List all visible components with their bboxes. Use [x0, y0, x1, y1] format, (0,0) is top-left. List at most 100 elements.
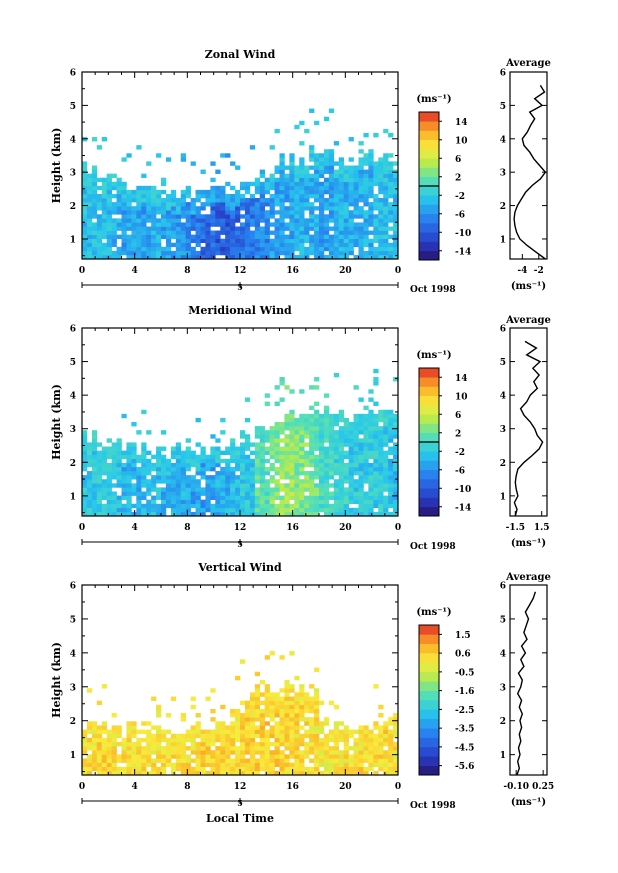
heatmap-cell	[373, 737, 379, 743]
heatmap-cell	[195, 770, 201, 776]
heatmap-cell	[279, 737, 285, 743]
heatmap-cell	[156, 222, 162, 227]
heatmap-cell	[294, 675, 300, 681]
heatmap-cell	[264, 234, 270, 239]
heatmap-cell	[343, 438, 349, 443]
heatmap-cell	[141, 214, 147, 219]
heatmap-cell	[319, 762, 325, 768]
heatmap-cell	[86, 218, 93, 223]
heatmap-cell	[393, 499, 399, 505]
heatmap-cell	[279, 762, 285, 768]
heatmap-cell	[333, 372, 340, 378]
heatmap-cell	[319, 218, 325, 223]
heatmap-cell	[131, 226, 137, 231]
heatmap-cell	[269, 700, 275, 706]
heatmap-cell	[393, 713, 399, 718]
heatmap-cell	[86, 254, 93, 260]
heatmap-cell	[230, 750, 236, 755]
heatmap-cell	[141, 206, 147, 211]
heatmap-cell	[254, 708, 261, 714]
heatmap-cell	[106, 246, 112, 252]
heatmap-cell	[141, 173, 147, 178]
heatmap-cell	[141, 503, 147, 509]
heatmap-cell	[319, 181, 325, 187]
heatmap-cell	[284, 741, 290, 747]
heatmap-cell	[126, 499, 132, 505]
heatmap-cell	[259, 766, 265, 772]
heatmap-cell	[230, 713, 236, 718]
heatmap-cell	[328, 165, 335, 170]
heatmap-cell	[161, 446, 167, 451]
heatmap-cell	[299, 696, 305, 701]
colorbar-segment	[419, 488, 439, 498]
heatmap-cell	[319, 741, 325, 747]
heatmap-cell	[343, 495, 349, 500]
heatmap-cell	[131, 238, 137, 244]
heatmap-cell	[314, 700, 320, 706]
heatmap-cell	[215, 206, 221, 211]
heatmap-cell	[333, 491, 340, 496]
heatmap-cell	[175, 475, 182, 480]
heatmap-cell	[205, 226, 211, 231]
heatmap-cell	[141, 479, 147, 484]
heatmap-cell	[319, 483, 325, 488]
heatmap-cell	[264, 733, 270, 739]
heatmap-cell	[195, 713, 201, 718]
heatmap-cell	[254, 238, 261, 244]
heatmap-cell	[82, 770, 88, 776]
heatmap-cell	[205, 238, 211, 244]
heatmap-cell	[314, 746, 320, 751]
heatmap-cell	[205, 466, 211, 472]
heatmap-cell	[363, 434, 369, 439]
heatmap-cell	[156, 708, 162, 714]
heatmap-cell	[96, 746, 103, 751]
heatmap-cell	[91, 254, 98, 260]
heatmap-cell	[363, 503, 369, 509]
heatmap-cell	[230, 721, 236, 726]
heatmap-cell	[338, 475, 344, 480]
heatmap-cell	[323, 758, 330, 763]
heatmap-cell	[333, 185, 340, 191]
heatmap-cell	[240, 222, 246, 227]
heatmap-cell	[348, 462, 354, 468]
heatmap-cell	[314, 688, 320, 693]
heatmap-cell	[215, 202, 221, 207]
heatmap-cell	[82, 479, 88, 484]
heatmap-cell	[225, 250, 231, 256]
heatmap-cell	[225, 458, 231, 464]
heatmap-cell	[284, 422, 290, 427]
heatmap-cell	[254, 507, 261, 513]
heatmap-cell	[101, 762, 107, 768]
heatmap-cell	[264, 758, 270, 763]
heatmap-cell	[141, 495, 147, 500]
heatmap-cell	[141, 210, 147, 215]
heatmap-cell	[254, 466, 261, 472]
heatmap-cell	[358, 454, 364, 460]
heatmap-cell	[210, 487, 216, 492]
heatmap-cell	[82, 230, 88, 235]
heatmap-cell	[363, 198, 369, 203]
heatmap-cell	[299, 165, 305, 170]
heatmap-cell	[220, 226, 226, 231]
heatmap-cell	[388, 153, 394, 158]
heatmap-cell	[274, 708, 280, 714]
heatmap-cell	[230, 446, 236, 451]
heatmap-cell	[259, 246, 265, 252]
heatmap-cell	[131, 250, 137, 256]
heatmap-cell	[180, 250, 186, 256]
heatmap-cell	[289, 770, 295, 776]
heatmap-cell	[96, 750, 103, 755]
colorbar-tick-label: -14	[455, 247, 471, 257]
heatmap-cell	[220, 737, 226, 743]
heatmap-cell	[151, 487, 157, 492]
heatmap-cell	[358, 250, 364, 256]
heatmap-cell	[190, 499, 196, 505]
heatmap-cell	[136, 487, 142, 492]
heatmap-cell	[299, 770, 305, 776]
heatmap-cell	[304, 434, 310, 439]
heatmap-cell	[284, 737, 290, 743]
heatmap-cell	[269, 766, 275, 772]
heatmap-cell	[323, 733, 330, 739]
heatmap-cell	[319, 758, 325, 763]
heatmap-cell	[363, 222, 369, 227]
